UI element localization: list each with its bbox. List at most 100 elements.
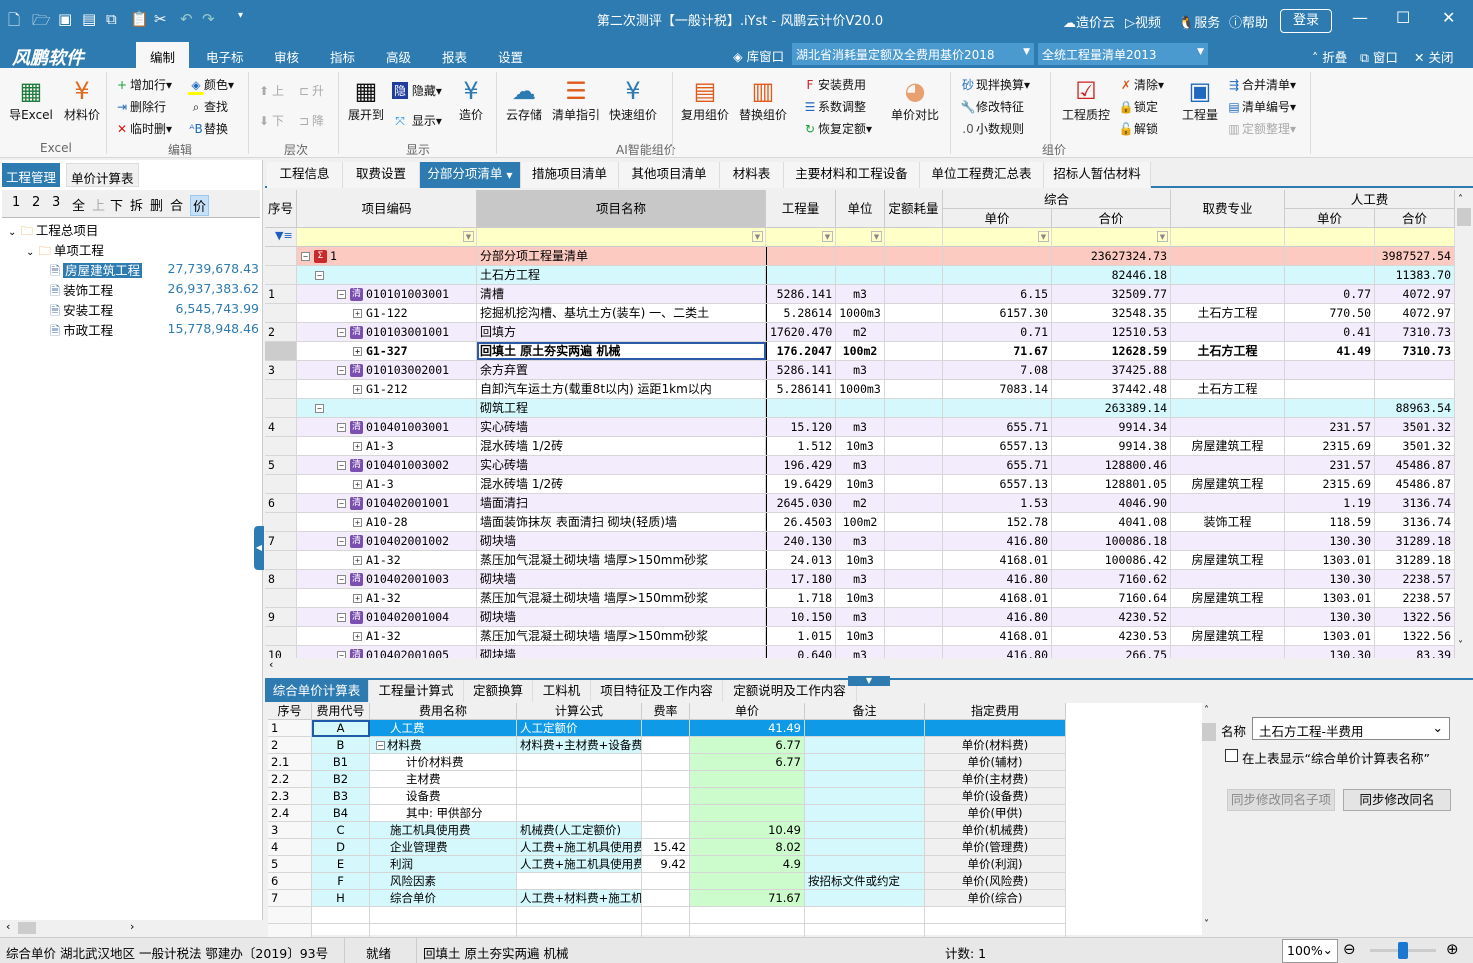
collapse-icon[interactable]: − [337,366,346,375]
table-row[interactable]: + G1-122 挖掘机挖沟槽、基坑土方(装车) 一、二类土 5.28614 1000m… [265,304,1455,323]
bill-select[interactable]: 全统工程量清单2013 ▼ [1038,43,1208,65]
chevron-down-icon[interactable]: ⌄ [8,227,17,238]
collapse-icon[interactable]: − [337,537,346,546]
calc-column-header[interactable]: 费率 [642,703,690,720]
calc-row[interactable]: 3 C 施工机具使用费 机械费(人工定额价) 10.49 单价(机械费) [268,822,1066,839]
calc-row[interactable]: 2.2 B2 主材费 单价(主材费) [268,771,1066,788]
item-name[interactable]: 砌块墙 [477,532,766,550]
delete-row-button[interactable]: ⇥ 删除行 [114,98,166,115]
raise-button[interactable]: ⊏ 升 [296,82,324,99]
merge-bill-button[interactable]: ⇶ 合并清单▾ [1226,76,1296,93]
calc-note[interactable] [805,822,925,839]
table-row[interactable]: + A1-32 蒸压加气混凝土砌块墙 墙厚>150mm砂浆 1.015 10m3 4168… [265,627,1455,646]
item-name[interactable]: 自卸汽车运土方(载重8t以内) 运距1km以内 [477,380,766,398]
tree-node[interactable]: 🗎 房屋建筑工程 [44,260,143,283]
tab-8[interactable]: 招标人暂估材料 [1044,162,1151,188]
cloud-button[interactable]: ☁造价云 [1063,16,1116,31]
login-button[interactable]: 登录 [1280,9,1332,33]
collapse-icon[interactable]: − [337,651,346,658]
paste-icon[interactable]: 📋 [130,10,149,28]
replace-price-button[interactable]: ▥ 替换组价 [736,76,790,123]
column-header[interactable]: 单价 [1285,209,1375,228]
hide-button[interactable]: 隐 隐藏▾ [392,82,442,99]
table-row[interactable]: + A1-32 蒸压加气混凝土砌块墙 墙厚>150mm砂浆 24.013 10m3 416… [265,551,1455,570]
window-button[interactable]: ⧉ 窗口 [1360,50,1398,65]
open-icon[interactable]: 🗁 [32,11,51,29]
tree-node[interactable]: ⌄ 🗀 单项工程 [26,240,104,263]
unlock-button[interactable]: 🔓解锁 [1118,122,1159,136]
collapse-icon[interactable]: − [337,290,346,299]
bottom-tab-1[interactable]: 工程量计算式 [369,680,464,702]
column-header[interactable]: 定额耗量 [885,190,943,228]
tree-tool-button[interactable]: 上 [92,199,106,214]
replace-button[interactable]: ᴬB替换 [189,122,229,136]
item-name[interactable]: 砌块墙 [477,608,766,626]
expand-to-button[interactable]: ▦ 展开到 [344,76,388,123]
calc-column-header[interactable]: 单价 [690,703,805,720]
collapse-bottom-handle[interactable]: ▼ [848,676,890,686]
item-name[interactable]: 余方弃置 [477,361,766,379]
column-header[interactable]: 项目名称 [477,190,766,228]
menu-tab[interactable]: 电子标 [206,50,244,65]
quota-select[interactable]: 湖北省消耗量定额及全费用基价2018 ▼ [792,43,1034,65]
item-name[interactable]: 清槽 [477,285,766,303]
tab-project-management[interactable]: 工程管理 [2,163,61,187]
column-header[interactable]: 合价 [1375,209,1455,228]
menu-tab[interactable]: 报表 [442,50,468,65]
filter-cell[interactable]: ▼ [766,228,836,247]
calc-column-header[interactable]: 计算公式 [517,703,642,720]
find-button[interactable]: ⌕ 查找 [188,98,228,115]
zoom-select[interactable]: 100% ⌄ [1282,939,1338,963]
move-down-button[interactable]: ⬇ 下 [256,112,284,129]
tab-4[interactable]: 其他项目清单 [619,162,720,188]
calc-row[interactable]: 2 B − 材料费 材料费+主材费+设备费 6.77 单价(材料费) [268,737,1066,754]
collapse-icon[interactable]: − [337,575,346,584]
calc-row[interactable]: 2.4 B4 其中: 甲供部分 单价(甲供) [268,805,1066,822]
filter-cell[interactable] [885,228,943,247]
table-row[interactable]: − Σ 1 分部分项工程量清单 23627324.73 3987527.54 [265,247,1455,266]
horizontal-scrollbar[interactable]: ‹ [265,658,1473,674]
table-row[interactable]: 9− 清 010402001004 砌块墙 10.150 m3 416.80 4230.52 1… [265,608,1455,627]
table-row[interactable]: 10− 清 010402001005 砌块墙 0.640 m3 416.80 266.75 13… [265,646,1455,658]
close-icon[interactable]: ✕ [1442,8,1456,27]
menu-tab[interactable]: 高级 [386,50,412,65]
bill-guide-button[interactable]: ☰ 清单指引 [551,77,600,122]
calc-column-header[interactable]: 费用代号 [312,703,370,720]
video-button[interactable]: ▷视频 [1125,16,1162,31]
calc-formula[interactable] [517,788,642,805]
column-header[interactable]: 项目编码 [297,190,477,228]
new-icon[interactable]: 🗋 [8,11,21,29]
fold-button[interactable]: ˄ 折叠 [1312,50,1348,65]
item-name[interactable]: 砌筑工程 [477,399,766,417]
calc-rate[interactable] [642,788,690,805]
filter-cell[interactable]: ▼≡ [265,228,297,247]
calc-formula[interactable]: 人工费+施工机具使用费 [517,856,642,873]
filter-icon[interactable]: ▼≡ [275,229,293,242]
calc-formula[interactable]: 材料费+主材费+设备费 [517,737,642,754]
item-name[interactable]: 实心砖墙 [477,418,766,436]
copy-icon[interactable]: ⧉ [106,10,117,28]
add-row-button[interactable]: + 增加行▾ [114,76,172,93]
column-header[interactable]: 单价 [943,209,1052,228]
export-excel-button[interactable]: ▦ 导Excel [6,76,56,123]
item-name[interactable]: 混水砖墙 1/2砖 [477,475,766,493]
bottom-tab-3[interactable]: 工料机 [533,680,591,702]
calc-formula[interactable]: 人工费+施工机具使用费 [517,839,642,856]
lower-button[interactable]: ⊐ 降 [296,112,324,129]
filter-cell[interactable]: ▼ [477,228,766,247]
quality-control-button[interactable]: ☑ 工程质控 [1058,76,1114,123]
expand-icon[interactable]: + [353,556,362,565]
collapse-icon[interactable]: − [315,271,324,280]
item-name[interactable]: 墙面装饰抹灰 表面清扫 砌块(轻质)墙 [477,513,766,531]
tree-tool-button[interactable]: 拆 [130,199,144,214]
tree-tool-button[interactable]: 删 [150,199,164,214]
calc-vscrollbar[interactable]: ˄ ˅ [1202,703,1216,935]
decimal-rule-button[interactable]: .0 小数规则 [960,120,1024,137]
expand-icon[interactable]: + [353,632,362,641]
tab-7[interactable]: 单位工程费汇总表 [920,162,1044,188]
table-row[interactable]: + G1-327 回填土 原土夯实两遍 机械 176.2047 100m2 71.67 12… [265,342,1455,361]
chevron-down-icon[interactable]: ▼ [1157,231,1168,242]
tab-1[interactable]: 取费设置 [343,162,420,188]
item-name[interactable]: 蒸压加气混凝土砌块墙 墙厚>150mm砂浆 [477,589,766,607]
tab-unit-price-table[interactable]: 单价计算表 [66,163,139,187]
